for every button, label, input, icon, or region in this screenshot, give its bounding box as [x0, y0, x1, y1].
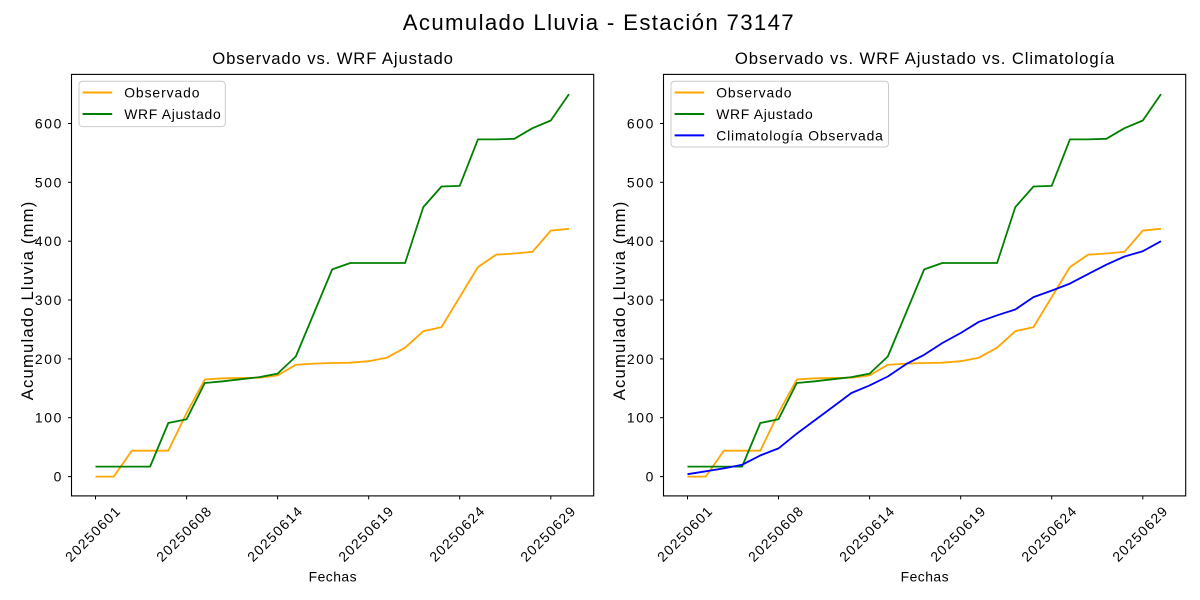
svg-text:WRF Ajustado: WRF Ajustado: [716, 106, 813, 122]
svg-text:500: 500: [35, 174, 62, 190]
svg-text:400: 400: [627, 233, 654, 249]
svg-text:600: 600: [627, 116, 654, 132]
svg-text:100: 100: [627, 410, 654, 426]
svg-text:Fechas: Fechas: [901, 569, 949, 585]
svg-text:Acumulado Lluvia (mm): Acumulado Lluvia (mm): [610, 202, 629, 401]
svg-text:Observado: Observado: [716, 84, 792, 100]
svg-text:400: 400: [35, 233, 62, 249]
svg-text:200: 200: [627, 351, 654, 367]
svg-text:WRF Ajustado: WRF Ajustado: [124, 106, 221, 122]
svg-text:300: 300: [35, 292, 62, 308]
svg-text:100: 100: [35, 410, 62, 426]
svg-text:Climatología Observada: Climatología Observada: [716, 127, 883, 143]
svg-text:0: 0: [646, 469, 654, 485]
svg-text:0: 0: [54, 469, 62, 485]
svg-text:Observado vs. WRF Ajustado: Observado vs. WRF Ajustado: [212, 49, 453, 68]
svg-text:300: 300: [627, 292, 654, 308]
svg-text:500: 500: [627, 174, 654, 190]
svg-text:600: 600: [35, 116, 62, 132]
svg-text:200: 200: [35, 351, 62, 367]
svg-text:Acumulado Lluvia (mm): Acumulado Lluvia (mm): [18, 202, 37, 401]
svg-text:Fechas: Fechas: [309, 569, 357, 585]
svg-text:Observado vs. WRF Ajustado vs.: Observado vs. WRF Ajustado vs. Climatolo…: [735, 49, 1115, 68]
svg-text:Observado: Observado: [124, 84, 200, 100]
